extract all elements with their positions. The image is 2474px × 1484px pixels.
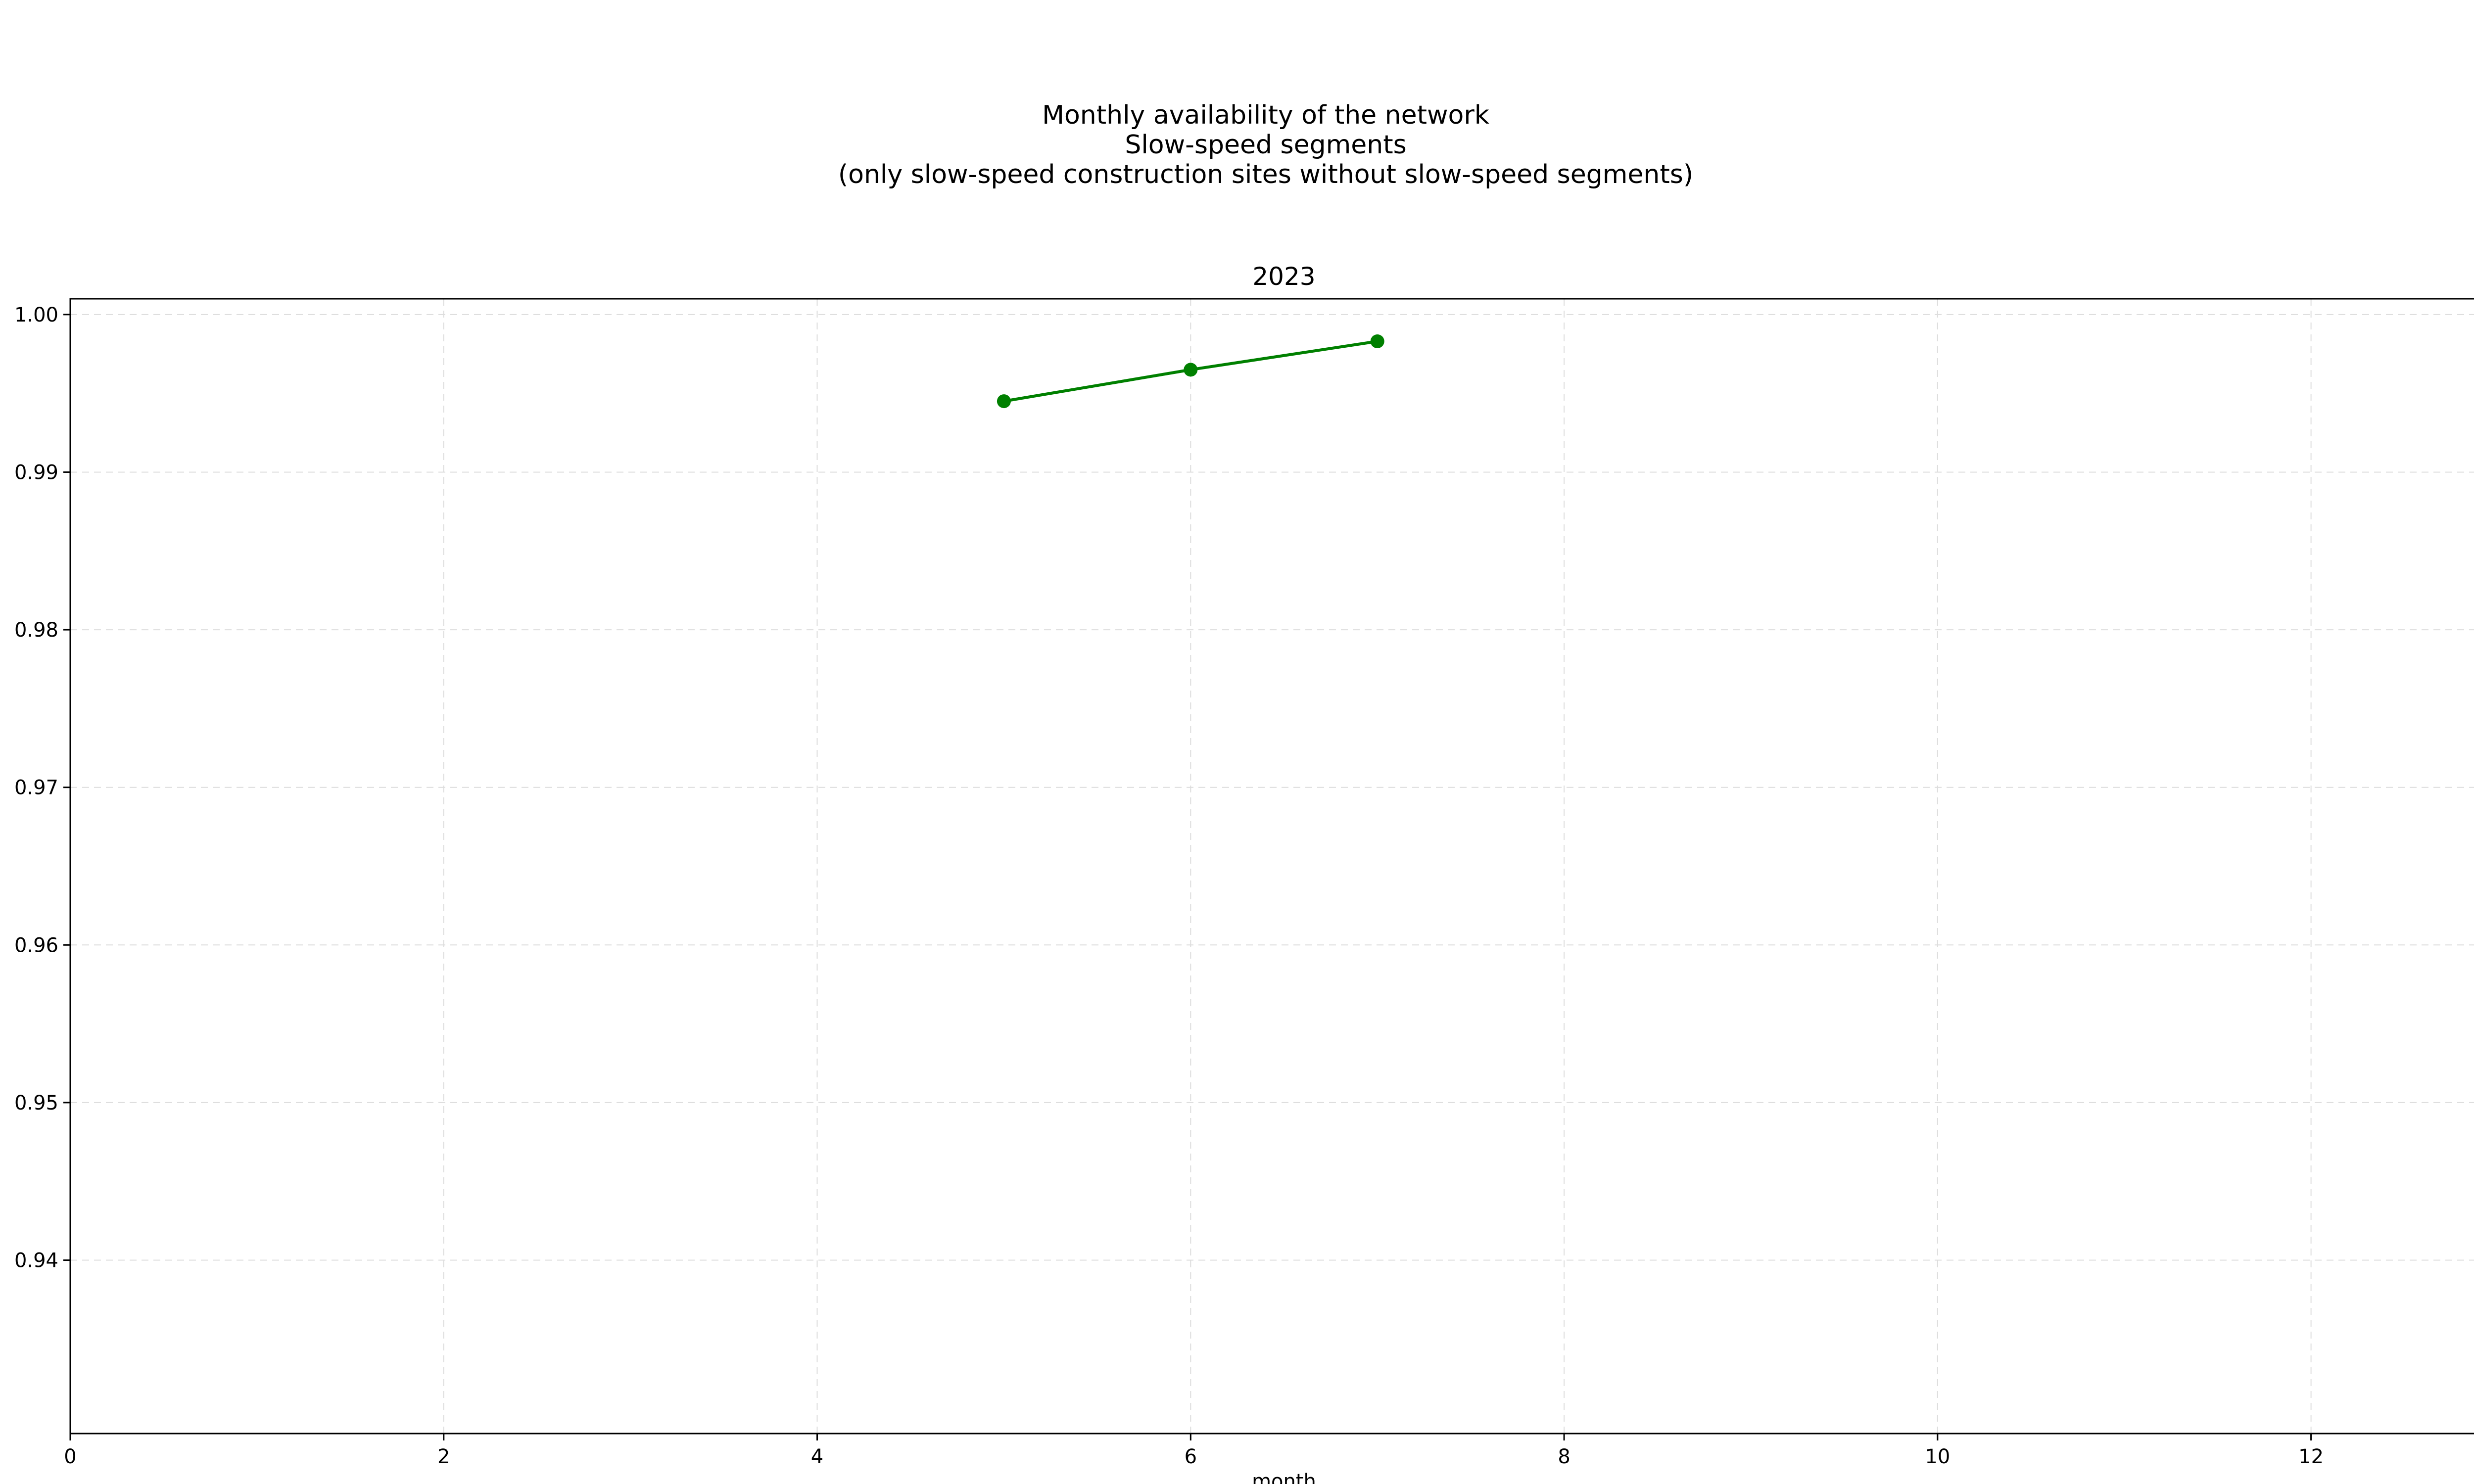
suptitle: Monthly availability of the network Slow… [838,100,1693,189]
x-tick-label: 2 [437,1445,450,1468]
x-axis-label: month [1252,1470,1316,1484]
data-point [997,394,1011,409]
plot-frame [69,298,2474,1435]
x-tick-label: 10 [1925,1445,1950,1468]
suptitle-line-3: (only slow-speed construction sites with… [838,160,1693,189]
y-tick-label: 0.94 [14,1250,58,1272]
x-tick-label: 0 [64,1445,76,1468]
x-tick-label: 6 [1185,1445,1197,1468]
suptitle-line-2: Slow-speed segments [1125,130,1406,160]
series-layer [997,334,1384,409]
subplot-title: 2023 [1252,262,1315,291]
x-axis-ticks: 0 2 4 6 8 10 12 [64,1434,2324,1468]
grid [70,299,2474,1434]
y-tick-label: 0.97 [14,777,58,799]
x-tick-label: 12 [2298,1445,2324,1468]
y-tick-label: 0.98 [14,619,58,642]
y-tick-label: 1.00 [14,304,58,326]
y-tick-label: 0.96 [14,934,58,957]
y-axis-ticks: 0.94 0.95 0.96 0.97 0.98 0.99 1.00 [14,304,70,1272]
x-tick-label: 4 [811,1445,823,1468]
suptitle-line-1: Monthly availability of the network [1042,100,1489,130]
x-tick-label: 8 [1558,1445,1570,1468]
y-tick-label: 0.95 [14,1092,58,1114]
data-point [1370,334,1384,349]
data-point [1184,363,1198,377]
y-tick-label: 0.99 [14,461,58,484]
